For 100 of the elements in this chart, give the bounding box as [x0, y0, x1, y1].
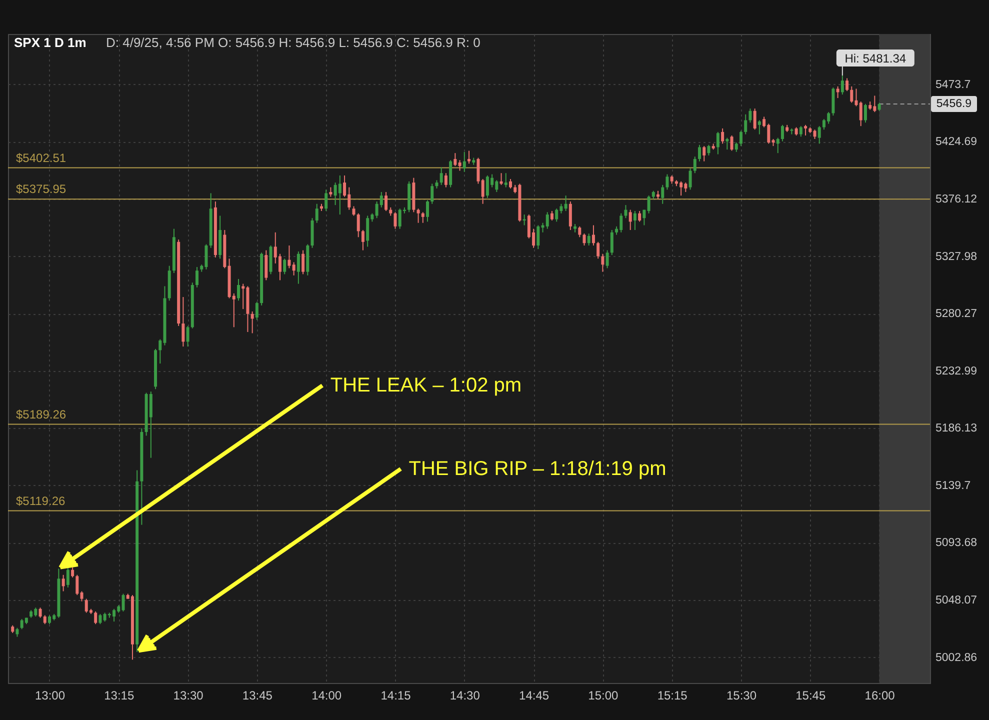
candlestick — [578, 226, 582, 238]
candlestick — [504, 172, 508, 188]
chart-subtitle: D: 4/9/25, 4:56 PM O: 5456.9 H: 5456.9 L: 5456.9 C: 5456.9 R: 0 — [106, 35, 480, 50]
candlestick — [813, 129, 816, 140]
annotation: THE LEAK – 1:02 pm — [330, 374, 522, 396]
y-tick-label: 5232.99 — [936, 365, 978, 378]
candlestick — [352, 206, 356, 216]
candlestick — [721, 128, 724, 144]
candlestick — [66, 566, 70, 588]
candlestick — [642, 209, 646, 226]
annotation: Hi: 5481.34 — [844, 52, 906, 66]
candlestick — [753, 108, 756, 130]
ref-line-label: $5402.51 — [16, 150, 66, 165]
ref-line-label: 5456.9 — [936, 98, 972, 110]
candlestick — [449, 160, 452, 188]
candlestick — [468, 150, 470, 164]
candlestick — [250, 310, 254, 334]
candlestick — [508, 178, 512, 189]
candlestick — [748, 108, 752, 124]
candlestick — [799, 126, 802, 138]
y-tick-label: 5002.86 — [936, 652, 978, 664]
y-tick-label: 5376.12 — [936, 193, 978, 206]
candlestick — [846, 78, 849, 92]
candlestick — [716, 131, 720, 155]
y-tick-label: 5093.68 — [936, 537, 978, 550]
candlestick — [416, 208, 420, 224]
candlestick — [302, 250, 305, 275]
candlestick — [324, 189, 328, 212]
candlestick — [182, 296, 185, 348]
candlestick — [440, 166, 443, 186]
candlestick — [707, 144, 710, 156]
candlestick — [776, 137, 780, 154]
candlestick — [647, 195, 650, 214]
candlestick — [283, 258, 286, 275]
candlestick — [859, 101, 862, 127]
candlestick — [688, 168, 692, 190]
candlestick — [242, 283, 245, 310]
candlestick — [666, 174, 669, 190]
y-tick-label: 5139.7 — [936, 480, 971, 492]
candlestick — [592, 224, 595, 246]
candlestick — [315, 203, 318, 224]
candlestick — [296, 250, 300, 284]
candlestick — [288, 244, 291, 269]
y-tick-label: 5280.27 — [936, 308, 978, 320]
candlestick — [462, 151, 466, 172]
candlestick — [454, 152, 457, 167]
candlestick — [836, 86, 840, 99]
candlestick — [633, 210, 636, 230]
candlestick — [568, 200, 572, 230]
candlestick — [237, 278, 240, 302]
candlestick — [818, 126, 821, 144]
y-tick-label: 5186.13 — [936, 422, 978, 435]
candlestick — [38, 607, 42, 618]
candlestick — [587, 233, 590, 246]
candlestick — [356, 212, 360, 238]
x-tick-label: 14:00 — [312, 688, 342, 702]
candlestick — [702, 146, 706, 162]
candlestick — [80, 590, 84, 602]
candlestick — [758, 120, 761, 135]
ref-line-label: $5375.95 — [16, 182, 66, 196]
candlestick — [726, 137, 729, 150]
candlestick — [624, 204, 628, 219]
candlestick — [476, 157, 480, 184]
candlestick — [555, 208, 558, 222]
x-tick-label: 14:45 — [519, 688, 550, 702]
candlestick — [564, 195, 568, 212]
candlestick — [338, 174, 342, 216]
y-tick-label: 5048.07 — [936, 594, 978, 606]
candlestick — [94, 610, 98, 625]
candlestick — [582, 233, 586, 246]
candlestick — [255, 301, 258, 320]
x-tick-label: 13:15 — [104, 688, 134, 702]
candlestick — [596, 241, 600, 260]
x-tick-label: 16:00 — [864, 688, 896, 702]
candlestick — [481, 178, 484, 204]
ref-line-label: $5119.26 — [16, 494, 66, 508]
candlestick — [366, 215, 370, 248]
y-tick-label: 5327.98 — [936, 250, 978, 263]
candlestick — [730, 134, 734, 152]
candlestick — [458, 160, 462, 172]
candlestick — [628, 209, 632, 230]
ref-line-label: $5189.26 — [16, 407, 66, 422]
candlestick — [430, 183, 434, 204]
candlestick — [264, 250, 268, 281]
x-tick-label: 14:30 — [450, 688, 480, 702]
candlestick — [780, 124, 784, 142]
candlestick — [292, 262, 296, 276]
candlestick — [739, 130, 742, 147]
candlestick — [546, 212, 549, 230]
candlestick — [426, 200, 430, 222]
x-tick-label: 15:00 — [588, 688, 619, 702]
candlestick — [610, 230, 614, 256]
candlestick — [98, 613, 102, 625]
candlestick — [638, 210, 642, 222]
y-tick-label: 5424.69 — [936, 136, 978, 148]
x-tick-label: 15:15 — [657, 688, 688, 702]
candlestick — [606, 250, 609, 269]
annotation: THE BIG RIP – 1:18/1:19 pm — [408, 458, 666, 480]
candlestick — [186, 325, 190, 348]
x-tick-label: 13:45 — [242, 688, 273, 702]
